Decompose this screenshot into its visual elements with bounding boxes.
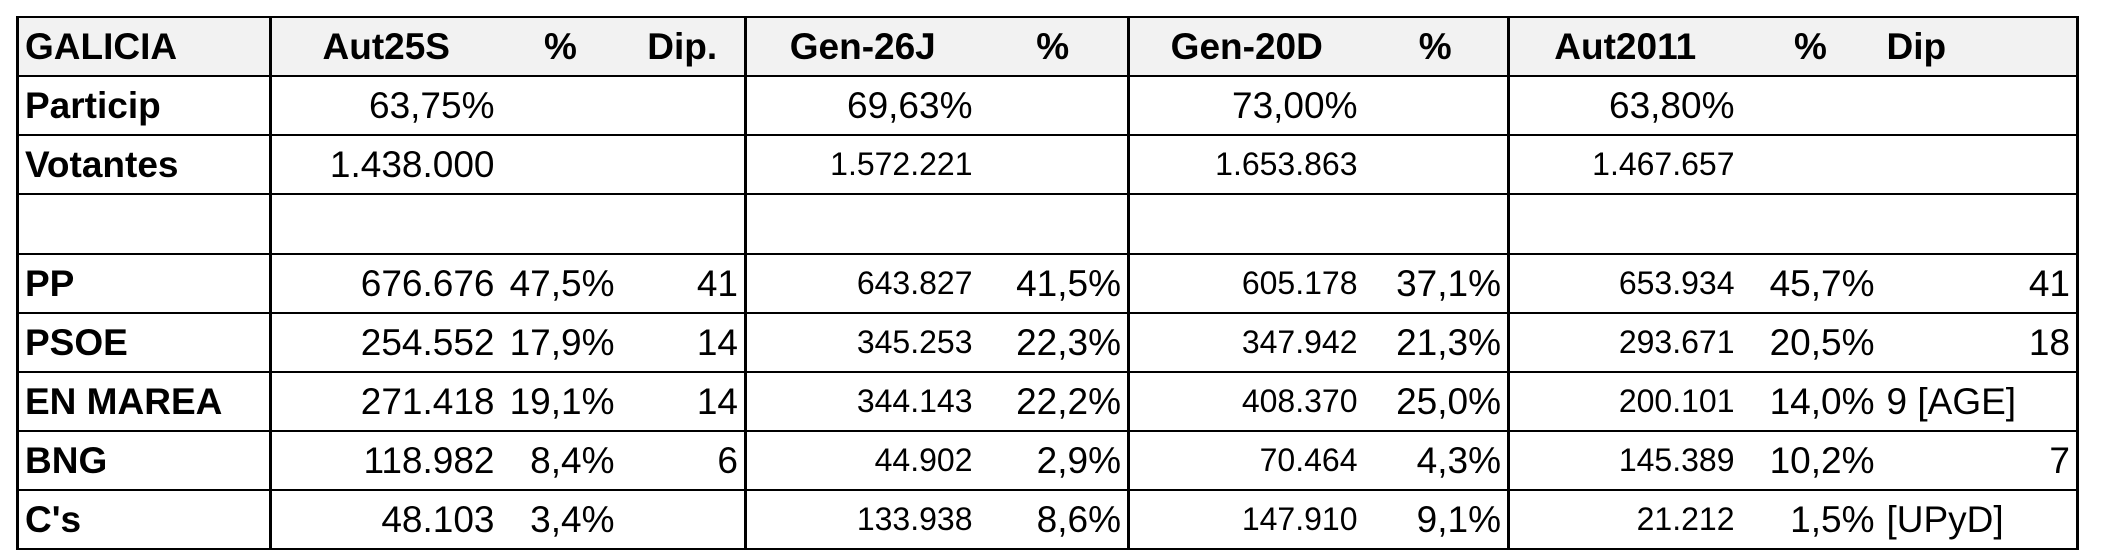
particip-aut2011: 63,80% — [1507, 75, 1741, 136]
aut25s-dip: 6 — [620, 430, 746, 491]
gen20d-votes: 408.370 — [1127, 371, 1364, 432]
aut2011-dip: [UPyD] — [1880, 489, 2079, 550]
header-aut2011-dip: Dip — [1880, 16, 2079, 77]
votantes-aut25s: 1.438.000 — [269, 134, 501, 195]
gen26j-pct: 41,5% — [978, 253, 1129, 314]
aut25s-votes: 118.982 — [269, 430, 501, 491]
aut25s-pct: 3,4% — [500, 489, 621, 550]
aut2011-dip: 18 — [1880, 312, 2079, 373]
party-name: PP — [16, 253, 271, 314]
aut2011-votes: 145.389 — [1507, 430, 1741, 491]
header-gen26j-pct: % — [978, 16, 1129, 77]
aut25s-dip: 14 — [620, 312, 746, 373]
aut2011-pct: 20,5% — [1740, 312, 1881, 373]
aut2011-dip: 41 — [1880, 253, 2079, 314]
party-name: EN MAREA — [16, 371, 271, 432]
gen20d-pct: 25,0% — [1363, 371, 1509, 432]
aut2011-dip: 9 [AGE] — [1880, 371, 2079, 432]
gen26j-pct: 8,6% — [978, 489, 1129, 550]
gen20d-pct: 9,1% — [1363, 489, 1509, 550]
gen26j-votes: 345.253 — [744, 312, 979, 373]
votantes-row: Votantes 1.438.000 1.572.221 1.653.863 1… — [16, 134, 2079, 195]
particip-row: Particip 63,75% 69,63% 73,00% 63,80% — [16, 75, 2079, 136]
votantes-gen26j: 1.572.221 — [744, 134, 979, 195]
particip-label: Particip — [16, 75, 271, 136]
aut2011-pct: 1,5% — [1740, 489, 1881, 550]
party-row: C's 48.103 3,4% 133.938 8,6% 147.910 9,1… — [16, 489, 2079, 550]
gen20d-pct: 37,1% — [1363, 253, 1509, 314]
particip-gen26j: 69,63% — [744, 75, 979, 136]
aut25s-votes: 271.418 — [269, 371, 501, 432]
gen20d-pct: 21,3% — [1363, 312, 1509, 373]
gen26j-votes: 643.827 — [744, 253, 979, 314]
aut2011-votes: 653.934 — [1507, 253, 1741, 314]
aut2011-votes: 293.671 — [1507, 312, 1741, 373]
aut25s-pct: 47,5% — [500, 253, 621, 314]
header-gen20d-pct: % — [1363, 16, 1509, 77]
gen26j-pct: 2,9% — [978, 430, 1129, 491]
aut25s-pct: 8,4% — [500, 430, 621, 491]
gen26j-votes: 133.938 — [744, 489, 979, 550]
votantes-label: Votantes — [16, 134, 271, 195]
spacer-row — [16, 193, 2079, 255]
gen26j-pct: 22,2% — [978, 371, 1129, 432]
gen20d-votes: 70.464 — [1127, 430, 1364, 491]
votantes-aut2011: 1.467.657 — [1507, 134, 1741, 195]
header-aut25s: Aut25S — [269, 16, 501, 77]
party-name: PSOE — [16, 312, 271, 373]
header-gen20d: Gen-20D — [1127, 16, 1364, 77]
aut25s-pct: 19,1% — [500, 371, 621, 432]
party-row: EN MAREA 271.418 19,1% 14 344.143 22,2% … — [16, 371, 2079, 432]
aut2011-votes: 200.101 — [1507, 371, 1741, 432]
aut25s-votes: 48.103 — [269, 489, 501, 550]
results-table: GALICIA Aut25S % Dip. Gen-26J % Gen-20D … — [16, 16, 2079, 550]
header-region: GALICIA — [16, 16, 271, 77]
aut2011-pct: 10,2% — [1740, 430, 1881, 491]
gen26j-votes: 344.143 — [744, 371, 979, 432]
aut25s-dip — [620, 489, 746, 550]
party-row: BNG 118.982 8,4% 6 44.902 2,9% 70.464 4,… — [16, 430, 2079, 491]
votantes-gen20d: 1.653.863 — [1127, 134, 1364, 195]
aut25s-dip: 14 — [620, 371, 746, 432]
header-aut25s-pct: % — [500, 16, 621, 77]
aut2011-pct: 14,0% — [1740, 371, 1881, 432]
gen26j-pct: 22,3% — [978, 312, 1129, 373]
party-row: PP 676.676 47,5% 41 643.827 41,5% 605.17… — [16, 253, 2079, 314]
header-aut2011: Aut2011 — [1507, 16, 1741, 77]
header-row: GALICIA Aut25S % Dip. Gen-26J % Gen-20D … — [16, 16, 2079, 77]
particip-gen20d: 73,00% — [1127, 75, 1364, 136]
aut25s-pct: 17,9% — [500, 312, 621, 373]
gen26j-votes: 44.902 — [744, 430, 979, 491]
aut2011-votes: 21.212 — [1507, 489, 1741, 550]
header-gen26j: Gen-26J — [744, 16, 979, 77]
particip-aut25s: 63,75% — [269, 75, 501, 136]
gen20d-votes: 605.178 — [1127, 253, 1364, 314]
party-row: PSOE 254.552 17,9% 14 345.253 22,3% 347.… — [16, 312, 2079, 373]
aut2011-pct: 45,7% — [1740, 253, 1881, 314]
party-name: BNG — [16, 430, 271, 491]
header-aut2011-pct: % — [1740, 16, 1881, 77]
header-aut25s-dip: Dip. — [620, 16, 746, 77]
gen20d-votes: 147.910 — [1127, 489, 1364, 550]
party-name: C's — [16, 489, 271, 550]
aut25s-votes: 676.676 — [269, 253, 501, 314]
aut25s-dip: 41 — [620, 253, 746, 314]
gen20d-pct: 4,3% — [1363, 430, 1509, 491]
aut2011-dip: 7 — [1880, 430, 2079, 491]
gen20d-votes: 347.942 — [1127, 312, 1364, 373]
aut25s-votes: 254.552 — [269, 312, 501, 373]
